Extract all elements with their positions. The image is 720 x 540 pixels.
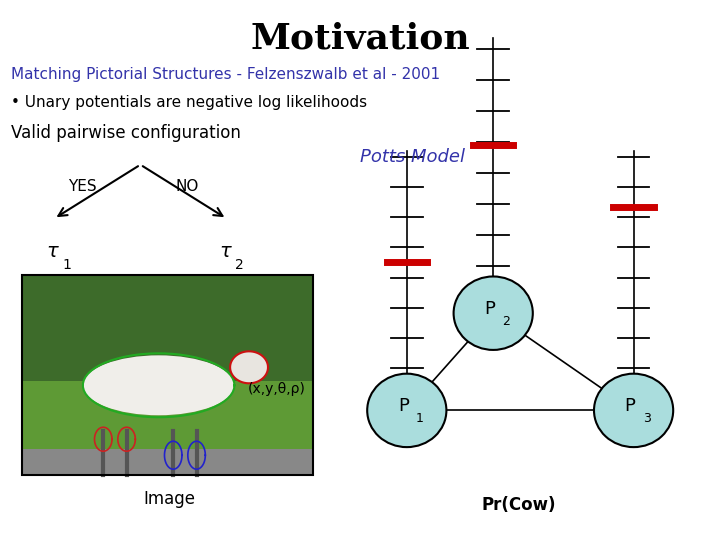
Text: P: P xyxy=(397,397,409,415)
Text: • Unary potentials are negative log likelihoods: • Unary potentials are negative log like… xyxy=(11,94,367,110)
Text: P: P xyxy=(484,300,495,318)
Text: Motivation: Motivation xyxy=(250,22,470,56)
Ellipse shape xyxy=(230,352,268,383)
Text: 2: 2 xyxy=(503,315,510,328)
Text: 2: 2 xyxy=(235,258,244,272)
Text: 3: 3 xyxy=(643,412,650,425)
Bar xyxy=(22,275,313,475)
Text: NO: NO xyxy=(176,179,199,194)
Bar xyxy=(22,275,313,391)
Ellipse shape xyxy=(454,276,533,350)
Text: τ: τ xyxy=(220,241,231,261)
Text: τ: τ xyxy=(47,241,58,261)
Text: Image: Image xyxy=(143,490,195,509)
Text: P: P xyxy=(624,397,636,415)
Ellipse shape xyxy=(594,374,673,447)
Ellipse shape xyxy=(367,374,446,447)
Text: (x,y,θ,ρ): (x,y,θ,ρ) xyxy=(248,382,306,396)
Text: 1: 1 xyxy=(63,258,71,272)
Text: 1: 1 xyxy=(416,412,423,425)
Text: Pr(Cow): Pr(Cow) xyxy=(481,496,556,514)
Ellipse shape xyxy=(83,355,235,415)
Bar xyxy=(22,449,313,475)
Bar xyxy=(22,381,313,451)
Text: Valid pairwise configuration: Valid pairwise configuration xyxy=(11,124,240,142)
Text: Potts Model: Potts Model xyxy=(360,147,465,166)
Text: Matching Pictorial Structures - Felzenszwalb et al - 2001: Matching Pictorial Structures - Felzensz… xyxy=(11,68,440,83)
Text: YES: YES xyxy=(68,179,97,194)
